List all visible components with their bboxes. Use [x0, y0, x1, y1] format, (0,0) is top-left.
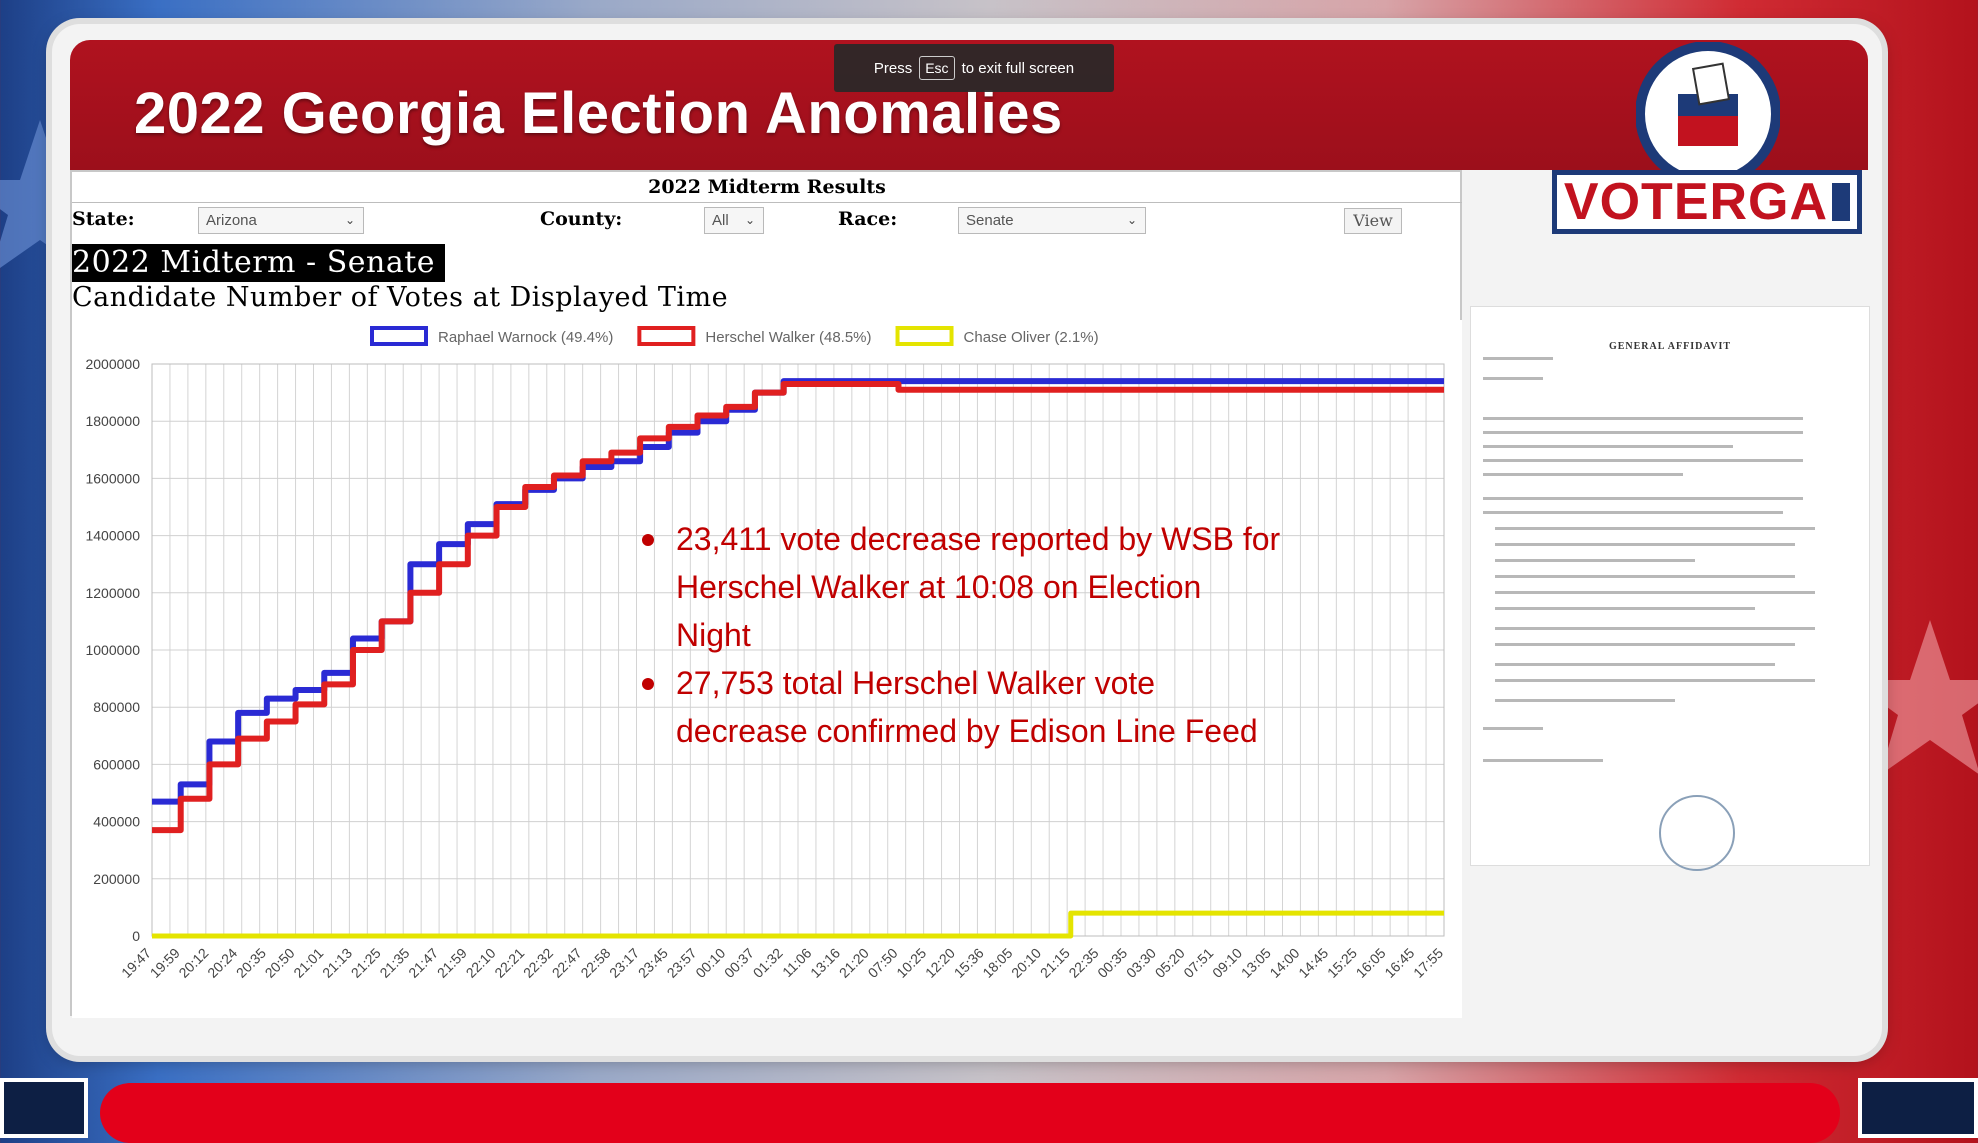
annotation-text: Night	[676, 617, 751, 653]
logo-wordmark: VOTERGA	[1552, 170, 1862, 234]
toast-text-post: to exit full screen	[961, 59, 1075, 77]
affidavit-document: GENERAL AFFIDAVIT	[1470, 306, 1870, 871]
affidavit-line	[1483, 473, 1683, 476]
affidavit-line	[1495, 627, 1815, 630]
annotation-bullet	[642, 534, 654, 546]
annotation-text: decrease confirmed by Edison Line Feed	[676, 713, 1258, 749]
y-tick-label: 400000	[93, 814, 140, 830]
annotation-text: 23,411 vote decrease reported by WSB for	[676, 521, 1281, 557]
affidavit-line	[1495, 559, 1695, 562]
bottom-ticker-bar	[100, 1083, 1840, 1143]
legend-swatch	[895, 326, 954, 346]
y-tick-label: 1600000	[85, 470, 140, 486]
state-label: State:	[72, 208, 135, 230]
results-panel: 2022 Midterm Results State: Arizona ⌄ Co…	[70, 170, 1462, 1018]
chart-background	[72, 320, 1462, 1018]
bottom-left-badge	[0, 1078, 88, 1138]
race-select-value: Senate	[966, 212, 1014, 229]
series-line-3	[152, 910, 1444, 939]
bottom-right-badge	[1858, 1078, 1978, 1138]
affidavit-line	[1495, 527, 1815, 530]
annotation-text: Herschel Walker at 10:08 on Election	[676, 569, 1201, 605]
affidavit-line	[1495, 543, 1795, 546]
affidavit-line	[1483, 511, 1783, 514]
y-tick-label: 1400000	[85, 528, 140, 544]
y-tick-label: 1000000	[85, 642, 140, 658]
legend-swatch	[370, 326, 428, 346]
chart-title: 2022 Midterm - Senate	[72, 244, 446, 282]
series-line-2	[152, 381, 1444, 834]
state-select[interactable]: Arizona ⌄	[198, 207, 364, 234]
chevron-down-icon: ⌄	[1126, 213, 1137, 227]
notary-seal-icon	[1659, 795, 1735, 871]
affidavit-line	[1483, 417, 1803, 420]
presentation-frame: 2022 Georgia Election Anomalies Press Es…	[52, 24, 1882, 1056]
affidavit-line	[1495, 607, 1755, 610]
filter-row: State: Arizona ⌄ County: All ⌄ Race: Sen…	[72, 204, 1462, 236]
affidavit-line	[1495, 699, 1675, 702]
voterga-logo: VOTERGA	[1552, 42, 1862, 234]
state-select-value: Arizona	[206, 212, 257, 229]
chevron-down-icon: ⌄	[744, 213, 755, 227]
results-title: 2022 Midterm Results	[72, 172, 1462, 203]
legend-entry: Chase Oliver (2.1%)	[964, 329, 1099, 346]
race-label: Race:	[838, 208, 898, 230]
affidavit-line	[1495, 591, 1815, 594]
affidavit-line	[1483, 727, 1543, 730]
affidavit-line	[1495, 643, 1795, 646]
toast-esc-key: Esc	[919, 56, 955, 80]
affidavit-line	[1483, 431, 1803, 434]
chart-subtitle: Candidate Number of Votes at Displayed T…	[72, 282, 729, 313]
fullscreen-toast: Press Esc to exit full screen	[834, 44, 1114, 92]
y-tick-label: 800000	[93, 699, 140, 715]
affidavit-line	[1483, 459, 1803, 462]
county-select-value: All	[712, 212, 729, 229]
affidavit-title: GENERAL AFFIDAVIT	[1608, 341, 1732, 352]
county-select[interactable]: All ⌄	[704, 207, 764, 234]
affidavit-line	[1483, 497, 1803, 500]
vote-count-chart: 0 200000 400000 600000 800000 1000000 1200000 1…	[72, 320, 1462, 1018]
chart-area: 0 200000 400000 600000 800000 1000000 1200000 1…	[72, 320, 1462, 1018]
affidavit-line	[1483, 377, 1543, 380]
affidavit-line	[1483, 357, 1553, 360]
affidavit-line	[1483, 445, 1733, 448]
legend-entry: Raphael Warnock (49.4%)	[438, 329, 613, 346]
race-select[interactable]: Senate ⌄	[958, 207, 1146, 234]
annotation-bullet	[642, 678, 654, 690]
y-tick-label: 1800000	[85, 413, 140, 429]
toast-text-pre: Press	[873, 59, 913, 77]
y-tick-label: 600000	[93, 756, 140, 772]
affidavit-line	[1495, 679, 1815, 682]
y-tick-label: 2000000	[85, 356, 140, 372]
legend-swatch	[637, 326, 696, 346]
chevron-down-icon: ⌄	[344, 213, 355, 227]
view-button[interactable]: View	[1344, 208, 1402, 234]
affidavit-line	[1495, 663, 1775, 666]
ballot-box-icon	[1636, 42, 1780, 186]
y-tick-label: 200000	[93, 871, 140, 887]
affidavit-line	[1483, 759, 1603, 762]
y-tick-label: 0	[132, 928, 140, 944]
affidavit-line	[1495, 575, 1795, 578]
y-tick-label: 1200000	[85, 585, 140, 601]
annotation-text: 27,753 total Herschel Walker vote	[676, 665, 1155, 701]
legend-entry: Herschel Walker (48.5%)	[705, 329, 871, 346]
county-label: County:	[540, 208, 623, 230]
